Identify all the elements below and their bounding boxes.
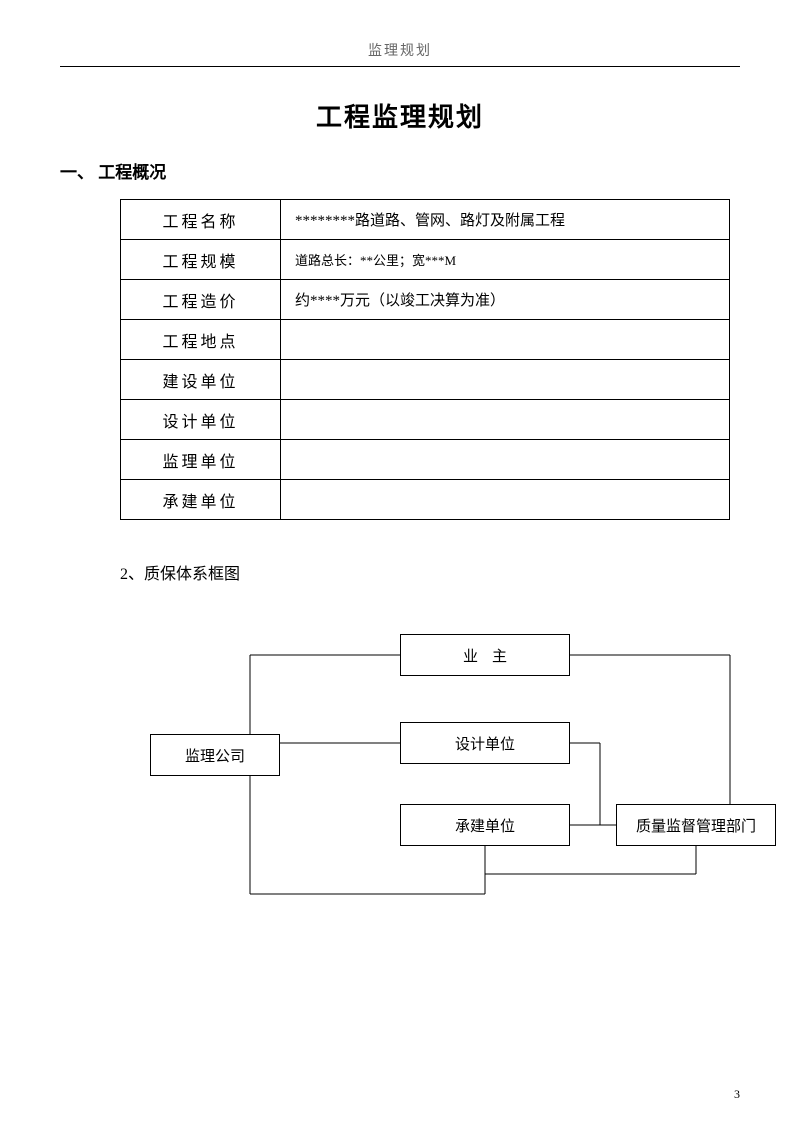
qa-system-diagram: 业主 监理公司 设计单位 承建单位 质量监督管理部门 bbox=[120, 634, 760, 954]
cell-value: 道路总长：**公里；宽***M bbox=[281, 240, 730, 280]
cell-value bbox=[281, 440, 730, 480]
node-design: 设计单位 bbox=[400, 722, 570, 764]
cell-label: 承建单位 bbox=[121, 480, 281, 520]
cell-value bbox=[281, 360, 730, 400]
table-row: 监理单位 bbox=[121, 440, 730, 480]
table-row: 工程地点 bbox=[121, 320, 730, 360]
cell-label: 工程地点 bbox=[121, 320, 281, 360]
table-row: 工程名称 ********路道路、管网、路灯及附属工程 bbox=[121, 200, 730, 240]
cell-label: 监理单位 bbox=[121, 440, 281, 480]
cell-value: ********路道路、管网、路灯及附属工程 bbox=[281, 200, 730, 240]
cell-label: 工程规模 bbox=[121, 240, 281, 280]
diagram-connectors bbox=[120, 634, 760, 954]
cell-label: 工程造价 bbox=[121, 280, 281, 320]
project-info-table: 工程名称 ********路道路、管网、路灯及附属工程 工程规模 道路总长：**… bbox=[120, 199, 730, 520]
cell-value bbox=[281, 320, 730, 360]
table-row: 工程规模 道路总长：**公里；宽***M bbox=[121, 240, 730, 280]
cell-value: 约****万元（以竣工决算为准） bbox=[281, 280, 730, 320]
node-owner: 业主 bbox=[400, 634, 570, 676]
section-heading: 一、 工程概况 bbox=[60, 158, 740, 183]
table-row: 设计单位 bbox=[121, 400, 730, 440]
main-title: 工程监理规划 bbox=[60, 97, 740, 134]
cell-value bbox=[281, 400, 730, 440]
cell-label: 工程名称 bbox=[121, 200, 281, 240]
page-header: 监理规划 bbox=[60, 40, 740, 67]
cell-label: 设计单位 bbox=[121, 400, 281, 440]
page-number: 3 bbox=[734, 1087, 740, 1102]
node-construction: 承建单位 bbox=[400, 804, 570, 846]
cell-label: 建设单位 bbox=[121, 360, 281, 400]
table-row: 工程造价 约****万元（以竣工决算为准） bbox=[121, 280, 730, 320]
node-quality: 质量监督管理部门 bbox=[616, 804, 776, 846]
table-row: 承建单位 bbox=[121, 480, 730, 520]
cell-value bbox=[281, 480, 730, 520]
node-supervision: 监理公司 bbox=[150, 734, 280, 776]
sub-heading: 2、质保体系框图 bbox=[120, 560, 740, 584]
table-row: 建设单位 bbox=[121, 360, 730, 400]
